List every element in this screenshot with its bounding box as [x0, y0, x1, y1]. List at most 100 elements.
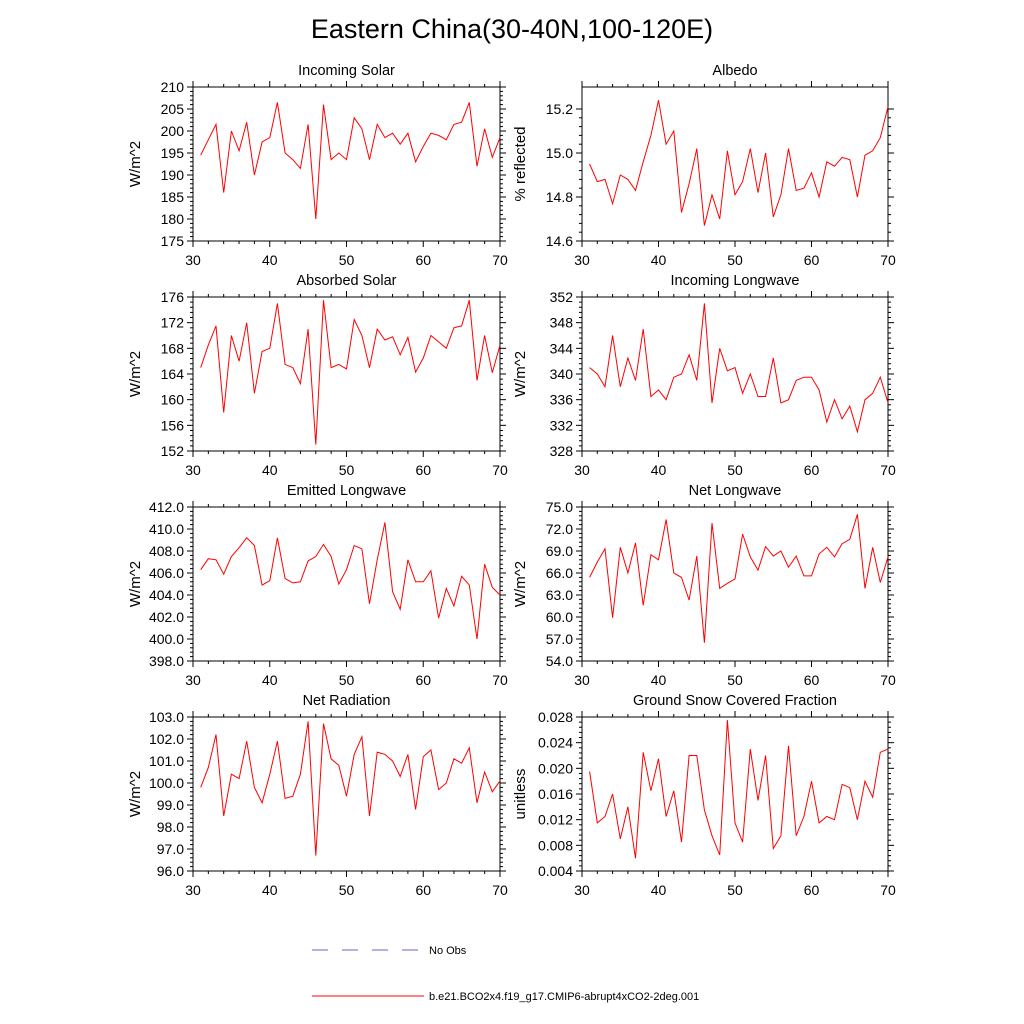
y-axis-label: W/m^2 [512, 351, 529, 397]
y-axis-label: W/m^2 [512, 561, 529, 607]
y-tick-label: 398.0 [149, 653, 184, 669]
y-tick-label: 205 [161, 101, 185, 117]
chart-title: Albedo [712, 63, 757, 79]
y-tick-label: 0.016 [538, 786, 573, 802]
series-line [589, 514, 889, 643]
x-tick-label: 40 [262, 462, 278, 478]
chart-title: Absorbed Solar [297, 273, 397, 289]
y-tick-label: 180 [161, 211, 185, 227]
y-tick-label: 99.0 [157, 797, 184, 813]
x-tick-label: 60 [415, 252, 431, 268]
y-axis-label: W/m^2 [127, 141, 144, 187]
chart-panel-7: Net Radiation 96.0 97.0 98.0 99.0 100.0 101.0 1… [127, 693, 508, 898]
chart-title: Net Longwave [689, 483, 782, 499]
chart-panel-6: Net Longwave 54.0 57.0 60.0 63.0 66.0 69.0 72.0… [512, 483, 896, 688]
x-tick-label: 30 [574, 462, 590, 478]
y-axis-label: W/m^2 [127, 561, 144, 607]
plot-frame [192, 86, 501, 242]
series-line [200, 102, 501, 220]
x-tick-label: 50 [339, 252, 355, 268]
x-tick-label: 60 [415, 462, 431, 478]
y-tick-label: 402.0 [149, 609, 184, 625]
x-tick-label: 70 [492, 462, 508, 478]
plot-frame [581, 296, 889, 452]
y-tick-label: 332 [550, 417, 574, 433]
x-tick-label: 30 [574, 252, 590, 268]
plot-frame [192, 296, 501, 452]
chart-panel-2: Albedo 14.6 14.8 15.0 15.2 30 40 50 60 70 % reflec… [512, 63, 896, 268]
y-tick-label: 103.0 [149, 709, 184, 725]
series-line [200, 300, 501, 445]
x-tick-label: 30 [185, 462, 201, 478]
y-tick-label: 72.0 [546, 521, 573, 537]
x-tick-label: 40 [651, 462, 667, 478]
x-tick-label: 40 [651, 882, 667, 898]
chart-panel-1: Incoming Solar 175 180 185 190 195 200 205 210 30… [127, 63, 508, 268]
y-tick-label: 400.0 [149, 631, 184, 647]
x-tick-label: 50 [727, 882, 743, 898]
y-tick-label: 102.0 [149, 731, 184, 747]
x-tick-label: 70 [880, 252, 896, 268]
x-tick-label: 30 [185, 252, 201, 268]
series-line [589, 100, 889, 226]
y-tick-label: 0.024 [538, 735, 573, 751]
series-line [200, 522, 501, 640]
y-tick-label: 164 [161, 366, 185, 382]
plot-frame [581, 506, 889, 662]
y-tick-label: 156 [161, 417, 185, 433]
y-tick-label: 14.6 [546, 233, 573, 249]
x-tick-label: 70 [880, 672, 896, 688]
y-tick-label: 344 [550, 340, 574, 356]
x-tick-label: 60 [804, 882, 820, 898]
series-line [200, 721, 501, 856]
y-tick-label: 410.0 [149, 521, 184, 537]
figure-title: Eastern China(30-40N,100-120E) [310, 14, 714, 44]
x-tick-label: 50 [727, 252, 743, 268]
y-tick-label: 14.8 [546, 189, 573, 205]
y-tick-label: 75.0 [546, 499, 573, 515]
x-tick-label: 70 [880, 882, 896, 898]
y-tick-label: 98.0 [157, 819, 184, 835]
x-tick-label: 40 [651, 252, 667, 268]
y-axis-label: unitless [512, 769, 529, 820]
x-tick-label: 50 [727, 672, 743, 688]
y-tick-label: 176 [161, 289, 185, 305]
x-tick-label: 30 [574, 672, 590, 688]
y-tick-label: 0.008 [538, 837, 573, 853]
x-tick-label: 60 [804, 252, 820, 268]
y-tick-label: 60.0 [546, 609, 573, 625]
x-tick-label: 70 [492, 252, 508, 268]
x-tick-label: 50 [339, 672, 355, 688]
chart-panel-5: Emitted Longwave 398.0 400.0 402.0 404.0 406.… [127, 483, 508, 688]
chart-panel-3: Absorbed Solar 152 156 160 164 168 172 176 30 40 5… [127, 273, 508, 478]
y-tick-label: 340 [550, 366, 574, 382]
y-tick-label: 0.020 [538, 760, 573, 776]
y-tick-label: 66.0 [546, 565, 573, 581]
y-tick-label: 69.0 [546, 543, 573, 559]
y-tick-label: 406.0 [149, 565, 184, 581]
chart-title: Incoming Solar [298, 63, 395, 79]
y-tick-label: 63.0 [546, 587, 573, 603]
y-tick-label: 160 [161, 392, 185, 408]
y-tick-label: 54.0 [546, 653, 573, 669]
plot-frame [581, 86, 889, 242]
y-tick-label: 97.0 [157, 841, 184, 857]
chart-panel-4: Incoming Longwave 328 332 336 340 344 348 352 30… [512, 273, 896, 478]
y-axis-label: W/m^2 [127, 351, 144, 397]
y-tick-label: 0.012 [538, 812, 573, 828]
x-tick-label: 60 [415, 882, 431, 898]
x-tick-label: 60 [804, 462, 820, 478]
chart-title: Ground Snow Covered Fraction [633, 693, 837, 709]
plot-frame [192, 506, 501, 662]
y-tick-label: 336 [550, 392, 574, 408]
y-tick-label: 152 [161, 443, 185, 459]
chart-panel-8: Ground Snow Covered Fraction 0.004 0.008 0.… [512, 693, 896, 898]
x-tick-label: 40 [262, 252, 278, 268]
x-tick-label: 40 [262, 882, 278, 898]
x-tick-label: 70 [492, 882, 508, 898]
series-line [589, 720, 889, 859]
y-tick-label: 190 [161, 167, 185, 183]
x-tick-label: 50 [339, 462, 355, 478]
y-tick-label: 175 [161, 233, 185, 249]
series-line [589, 303, 889, 434]
